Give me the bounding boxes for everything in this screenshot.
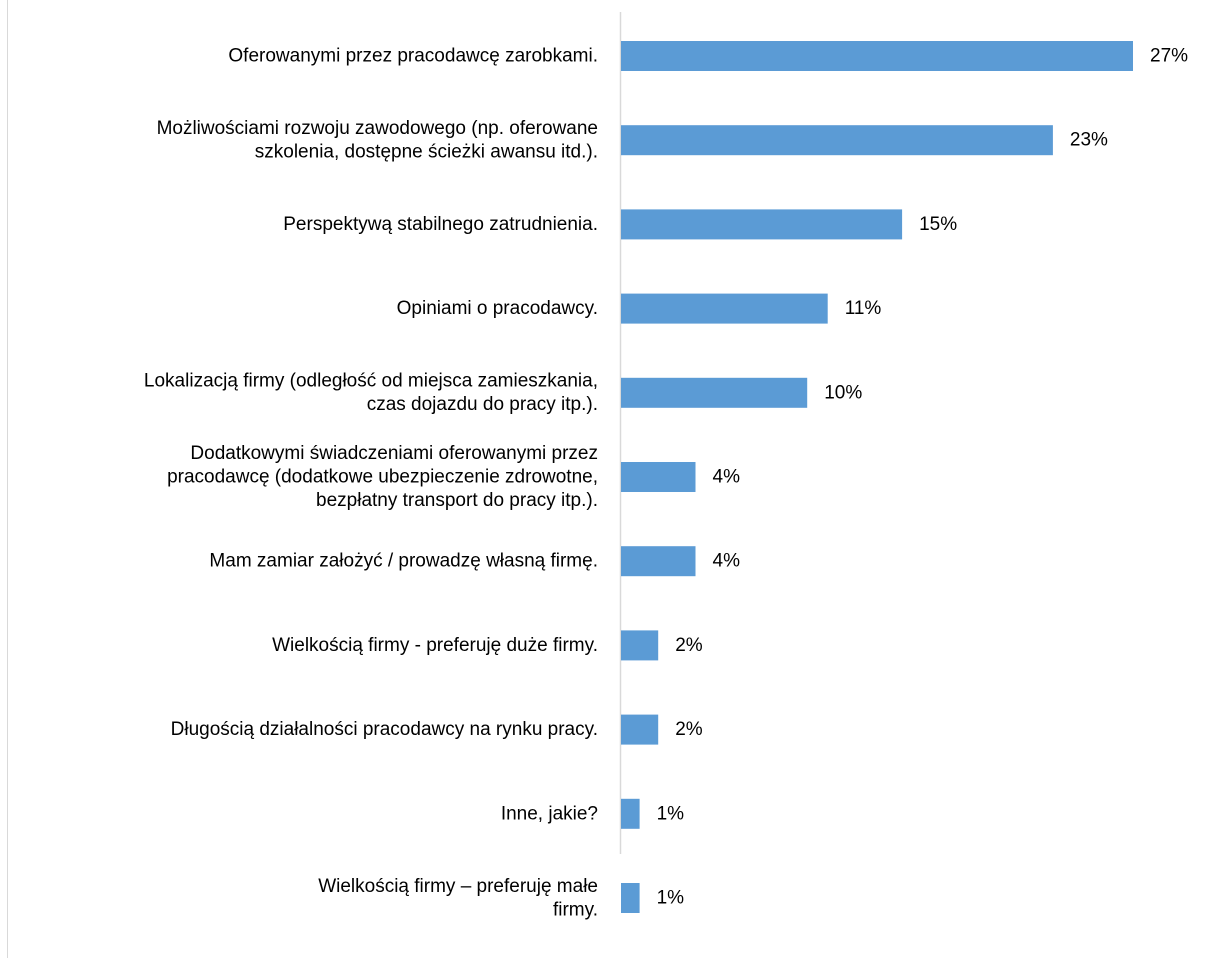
category-label-line: bezpłatny transport do pracy itp.). <box>316 490 598 511</box>
category-label-8: Wielkością firmy - preferuję duże firmy. <box>272 635 598 656</box>
category-label-4: Opiniami o pracodawcy. <box>397 298 598 319</box>
category-label-line: czas dojazdu do pracy itp.). <box>367 394 598 415</box>
bar-5 <box>621 377 808 408</box>
bar-1 <box>621 41 1133 71</box>
category-label-line: Oferowanymi przez pracodawcę zarobkami. <box>228 46 598 67</box>
category-label-10: Inne, jakie? <box>501 803 598 824</box>
data-label-8: 2% <box>675 635 703 656</box>
data-label-6: 4% <box>713 467 741 488</box>
data-label-9: 2% <box>675 719 703 740</box>
data-label-4: 11% <box>845 298 882 319</box>
category-label-line: Inne, jakie? <box>501 803 598 824</box>
category-label-2: Możliwościami rozwoju zawodowego (np. of… <box>157 118 598 163</box>
data-labels-layer: 27% 23% 15% 11% 10% 4% 4% 2% 2% 1% 1% <box>657 46 1189 909</box>
category-label-line: szkolenia, dostępne ścieżki awansu itd.)… <box>255 141 598 162</box>
bar-2 <box>621 125 1053 156</box>
category-label-line: Wielkością firmy - preferuję duże firmy. <box>272 635 598 656</box>
category-label-1: Oferowanymi przez pracodawcę zarobkami. <box>228 46 598 67</box>
category-label-line: Lokalizacją firmy (odległość od miejsca … <box>144 371 598 392</box>
bars-layer <box>621 41 1133 913</box>
category-label-6: Dodatkowymi świadczeniami oferowanymi pr… <box>167 443 598 511</box>
category-label-line: firmy. <box>553 899 598 920</box>
data-label-3: 15% <box>919 214 957 235</box>
category-label-line: Perspektywą stabilnego zatrudnienia. <box>283 214 598 235</box>
category-label-line: Opiniami o pracodawcy. <box>397 298 598 319</box>
category-label-line: Możliwościami rozwoju zawodowego (np. of… <box>157 118 598 139</box>
bar-6 <box>621 462 696 492</box>
category-label-line: Mam zamiar założyć / prowadzę własną fir… <box>209 551 598 572</box>
data-label-11: 1% <box>657 888 685 909</box>
category-label-3: Perspektywą stabilnego zatrudnienia. <box>283 214 598 235</box>
bar-3 <box>621 209 903 240</box>
category-label-line: Wielkością firmy – preferuję małe <box>318 876 598 897</box>
category-labels-layer: Oferowanymi przez pracodawcę zarobkami. M… <box>144 46 598 921</box>
category-label-9: Długością działalności pracodawcy na ryn… <box>171 719 598 740</box>
category-label-line: pracodawcę (dodatkowe ubezpieczenie zdro… <box>167 467 598 488</box>
data-label-10: 1% <box>657 803 685 824</box>
data-label-1: 27% <box>1150 46 1188 67</box>
bar-8 <box>621 630 659 661</box>
bar-10 <box>621 798 640 829</box>
category-label-line: Dodatkowymi świadczeniami oferowanymi pr… <box>190 443 598 464</box>
data-label-7: 4% <box>713 551 741 572</box>
category-label-line: Długością działalności pracodawcy na ryn… <box>171 719 598 740</box>
bar-4 <box>621 293 828 324</box>
data-label-5: 10% <box>824 382 862 403</box>
category-label-5: Lokalizacją firmy (odległość od miejsca … <box>144 371 598 416</box>
category-label-11: Wielkością firmy – preferuję małe firmy. <box>318 876 598 921</box>
bar-11 <box>621 883 640 913</box>
data-label-2: 23% <box>1070 130 1108 151</box>
bar-7 <box>621 546 696 577</box>
category-label-7: Mam zamiar założyć / prowadzę własną fir… <box>209 551 598 572</box>
bar-9 <box>621 714 659 745</box>
